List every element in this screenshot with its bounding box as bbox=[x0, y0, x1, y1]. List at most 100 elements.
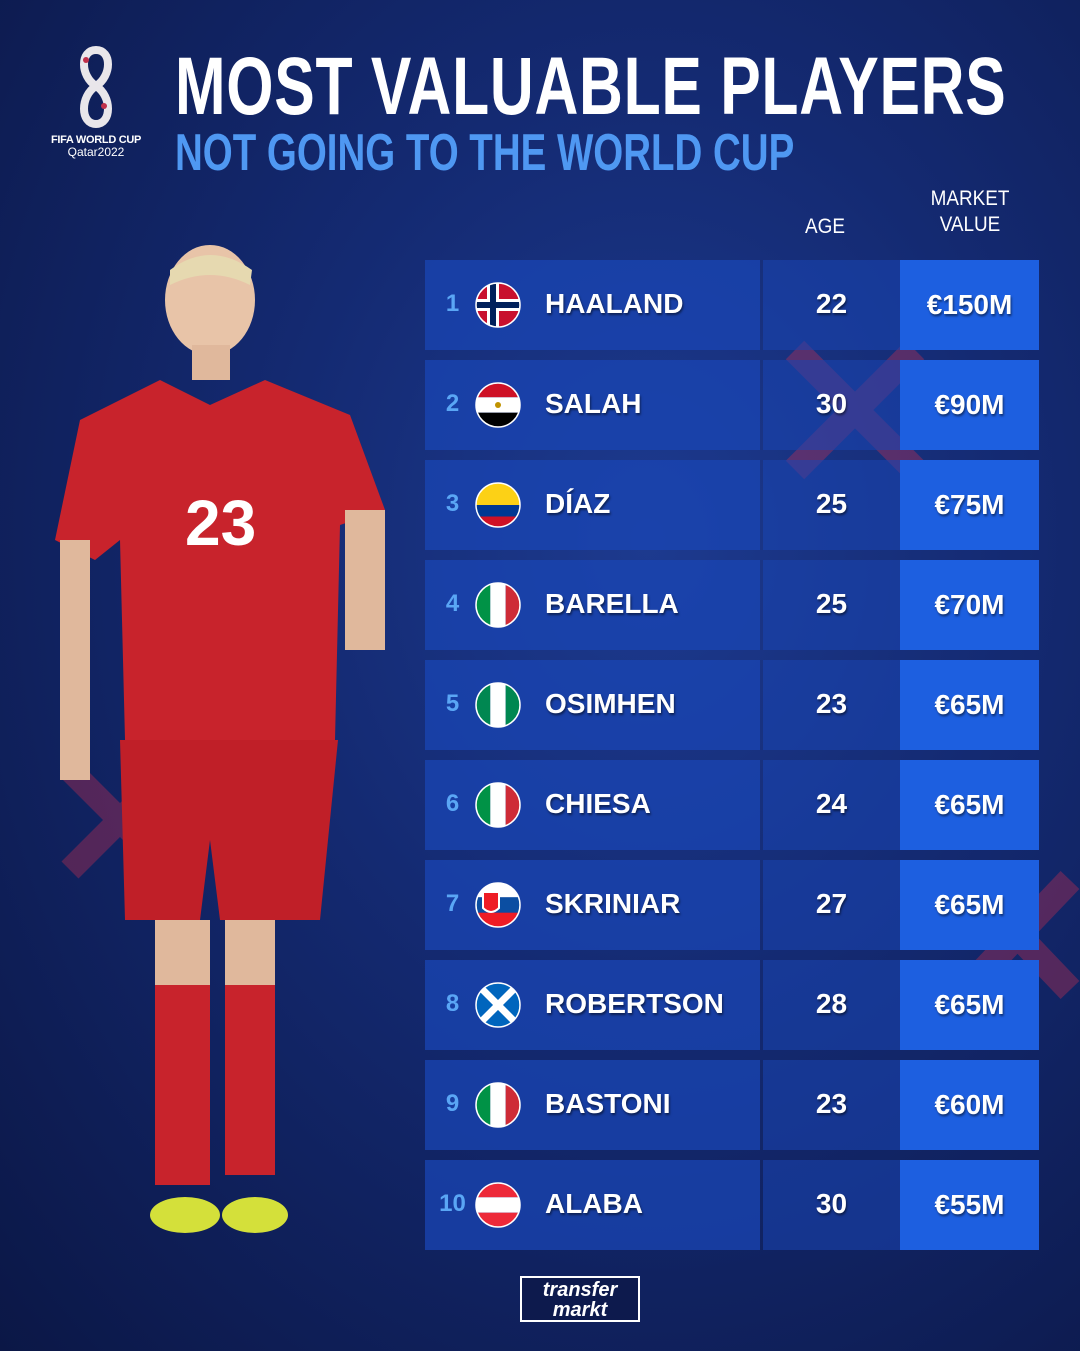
player-cell: 10 ALABA bbox=[425, 1160, 760, 1250]
table-row: 10 ALABA 30 €55M bbox=[425, 1160, 1039, 1250]
header-line: MARKET bbox=[930, 187, 1010, 210]
table-row: 2 SALAH 30 €90M bbox=[425, 360, 1039, 450]
player-cell: 9 BASTONI bbox=[425, 1060, 760, 1150]
flag-italy-icon bbox=[475, 782, 521, 828]
player-age: 24 bbox=[815, 788, 848, 819]
logo-text: FIFA WORLD CUP bbox=[50, 134, 142, 146]
brand-text: markt bbox=[552, 1299, 608, 1321]
shirt-number: 23 bbox=[185, 487, 256, 559]
value-cell: €75M bbox=[900, 460, 1039, 550]
value-cell: €55M bbox=[900, 1160, 1039, 1250]
player-name: CHIESA bbox=[545, 788, 651, 819]
player-age: 25 bbox=[815, 588, 848, 619]
age-cell: 23 bbox=[763, 660, 900, 750]
value-cell: €65M bbox=[900, 860, 1039, 950]
rank: 8 bbox=[445, 990, 460, 1017]
market-value: €60M bbox=[934, 1089, 1005, 1120]
market-value: €75M bbox=[934, 489, 1005, 520]
player-name: DÍAZ bbox=[545, 488, 611, 519]
player-name: BARELLA bbox=[545, 588, 679, 619]
age-cell: 22 bbox=[763, 260, 900, 350]
rank: 2 bbox=[445, 390, 460, 417]
page-subtitle: NOT GOING TO THE WORLD CUP bbox=[175, 124, 795, 182]
market-value: €55M bbox=[934, 1189, 1005, 1220]
table-row: 1 HAALAND 22 €150M bbox=[425, 260, 1039, 350]
player-name: SALAH bbox=[545, 388, 642, 419]
player-cell: 1 HAALAND bbox=[425, 260, 760, 350]
flag-slovakia-icon bbox=[475, 882, 521, 928]
table-row: 6 CHIESA 24 €65M bbox=[425, 760, 1039, 850]
logo-text: Qatar2022 bbox=[67, 145, 125, 159]
flag-colombia-icon bbox=[475, 482, 521, 528]
player-age: 27 bbox=[815, 888, 848, 919]
rank: 9 bbox=[445, 1090, 460, 1117]
rank: 4 bbox=[445, 590, 460, 617]
player-name: HAALAND bbox=[545, 288, 684, 319]
market-value-header: MARKET VALUE bbox=[916, 186, 1024, 238]
market-value: €90M bbox=[934, 389, 1005, 420]
rank: 10 bbox=[439, 1190, 466, 1217]
rank: 6 bbox=[445, 790, 460, 817]
world-cup-trophy-icon bbox=[80, 46, 112, 128]
value-cell: €65M bbox=[900, 960, 1039, 1050]
flag-austria-icon bbox=[475, 1182, 521, 1228]
market-value: €70M bbox=[934, 589, 1005, 620]
player-photo: 23 bbox=[55, 245, 385, 1233]
player-age: 28 bbox=[815, 988, 848, 1019]
player-cell: 8 ROBERTSON bbox=[425, 960, 760, 1050]
age-cell: 30 bbox=[763, 1160, 900, 1250]
rank: 5 bbox=[445, 690, 460, 717]
player-name: ALABA bbox=[545, 1188, 643, 1219]
market-value: €150M bbox=[926, 289, 1013, 320]
player-age: 30 bbox=[815, 388, 848, 419]
page-title: MOST VALUABLE PLAYERS bbox=[175, 41, 1007, 132]
flag-italy-icon bbox=[475, 1082, 521, 1128]
player-name: BASTONI bbox=[545, 1088, 671, 1119]
age-cell: 27 bbox=[763, 860, 900, 950]
player-age: 23 bbox=[815, 688, 848, 719]
fifa-world-cup-logo: FIFA WORLD CUP Qatar2022 bbox=[44, 46, 148, 158]
rank: 1 bbox=[445, 290, 460, 317]
age-cell: 23 bbox=[763, 1060, 900, 1150]
rank: 7 bbox=[445, 890, 460, 917]
player-age: 22 bbox=[815, 288, 848, 319]
player-cell: 5 OSIMHEN bbox=[425, 660, 760, 750]
age-cell: 24 bbox=[763, 760, 900, 850]
value-cell: €150M bbox=[900, 260, 1039, 350]
table-row: 5 OSIMHEN 23 €65M bbox=[425, 660, 1039, 750]
player-cell: 6 CHIESA bbox=[425, 760, 760, 850]
age-cell: 25 bbox=[763, 460, 900, 550]
player-name: SKRINIAR bbox=[545, 888, 681, 919]
age-cell: 25 bbox=[763, 560, 900, 650]
flag-italy-icon bbox=[475, 582, 521, 628]
player-age: 30 bbox=[815, 1188, 848, 1219]
value-cell: €60M bbox=[900, 1060, 1039, 1150]
age-cell: 28 bbox=[763, 960, 900, 1050]
age-header: AGE bbox=[805, 215, 845, 238]
player-age: 23 bbox=[815, 1088, 848, 1119]
player-name: ROBERTSON bbox=[545, 988, 724, 1019]
market-value: €65M bbox=[934, 789, 1005, 820]
value-cell: €90M bbox=[900, 360, 1039, 450]
player-cell: 7 SKRINIAR bbox=[425, 860, 760, 950]
flag-nigeria-icon bbox=[475, 682, 521, 728]
player-cell: 2 SALAH bbox=[425, 360, 760, 450]
table-row: 8 ROBERTSON 28 €65M bbox=[425, 960, 1039, 1050]
player-cell: 4 BARELLA bbox=[425, 560, 760, 650]
table-row: 4 BARELLA 25 €70M bbox=[425, 560, 1039, 650]
table-row: 3 DÍAZ 25 €75M bbox=[425, 460, 1039, 550]
flag-scotland-icon bbox=[475, 982, 521, 1028]
table-row: 7 SKRINIAR 27 €65M bbox=[425, 860, 1039, 950]
market-value: €65M bbox=[934, 889, 1005, 920]
market-value: €65M bbox=[934, 989, 1005, 1020]
flag-egypt-icon bbox=[475, 382, 521, 428]
flag-norway-icon bbox=[475, 282, 521, 328]
age-cell: 30 bbox=[763, 360, 900, 450]
table-row: 9 BASTONI 23 €60M bbox=[425, 1060, 1039, 1150]
value-cell: €65M bbox=[900, 660, 1039, 750]
header-line: VALUE bbox=[939, 213, 1001, 236]
value-cell: €70M bbox=[900, 560, 1039, 650]
value-cell: €65M bbox=[900, 760, 1039, 850]
transfermarkt-logo: transfer markt bbox=[520, 1276, 640, 1322]
market-value: €65M bbox=[934, 689, 1005, 720]
